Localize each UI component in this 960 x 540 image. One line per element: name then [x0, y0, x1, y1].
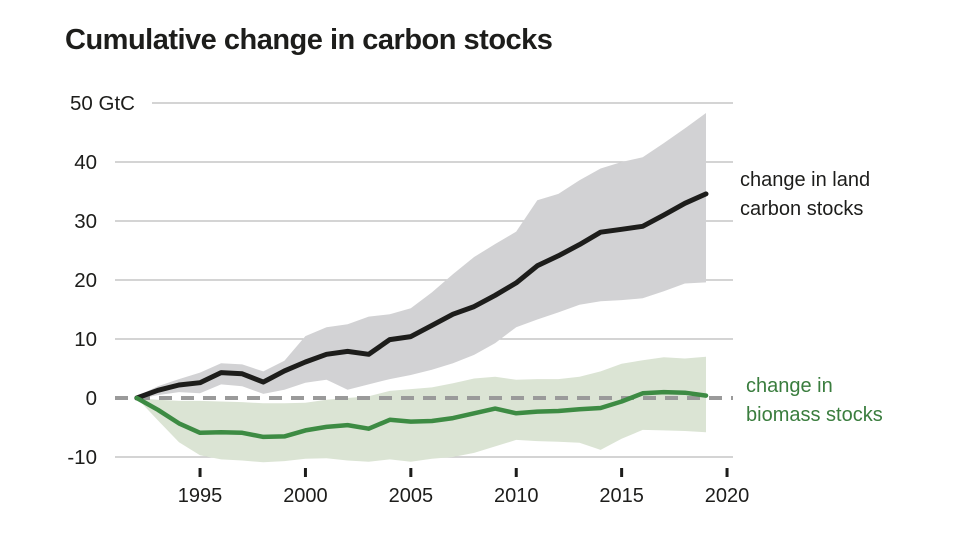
- x-tick-label-2000: 2000: [283, 485, 328, 507]
- legend-biomass-stocks: change in biomass stocks: [746, 372, 883, 430]
- land-carbon-line: [134, 191, 709, 401]
- chart-title: Cumulative change in carbon stocks: [65, 24, 553, 56]
- land-uncertainty-band: [136, 113, 707, 400]
- x-tick-label-2010: 2010: [494, 485, 539, 507]
- y-tick-label-0: 0: [86, 387, 97, 410]
- legend-land-line2: carbon stocks: [740, 198, 864, 220]
- y-tick-label-40: 40: [74, 151, 97, 174]
- y-tick-label-30: 30: [74, 210, 97, 233]
- legend-land-line1: change in land: [740, 169, 871, 191]
- y-tick-label-20: 20: [74, 269, 97, 292]
- x-tick-label-1995: 1995: [178, 485, 223, 507]
- legend-biomass-line2: biomass stocks: [746, 404, 883, 426]
- biomass-line: [134, 389, 709, 440]
- x-tick-label-2005: 2005: [389, 485, 434, 507]
- y-tick-label--10: -10: [67, 446, 97, 469]
- x-tick-label-2015: 2015: [599, 485, 644, 507]
- legend-land-carbon-stocks: change in land carbon stocks: [740, 166, 870, 224]
- y-tick-label-50: 50 GtC: [70, 92, 135, 115]
- legend-biomass-line1: change in: [746, 375, 833, 397]
- x-tick-label-2020: 2020: [705, 485, 750, 507]
- y-tick-label-10: 10: [74, 328, 97, 351]
